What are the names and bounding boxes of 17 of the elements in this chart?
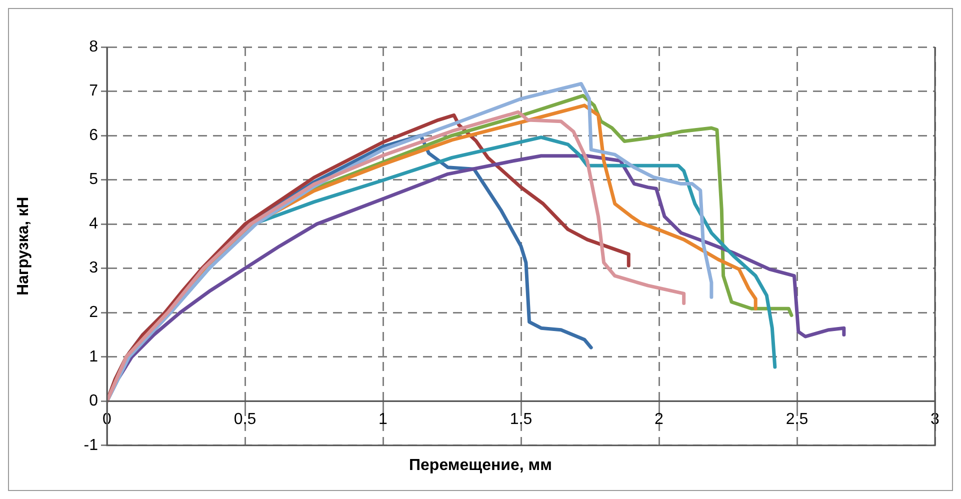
x-tick-label: 1.5 bbox=[510, 411, 532, 428]
y-tick-label: 5 bbox=[89, 171, 98, 188]
y-tick-label: 6 bbox=[89, 126, 98, 144]
y-tick-label: 2 bbox=[89, 304, 98, 322]
x-tick-label: 2.5 bbox=[786, 411, 808, 428]
y-tick-label: 7 bbox=[89, 82, 98, 100]
y-tick-label: 4 bbox=[89, 215, 98, 232]
x-axis-title: Перемещение, мм bbox=[408, 457, 553, 475]
y-tick-label: 1 bbox=[89, 348, 98, 366]
y-tick-label: 8 bbox=[89, 38, 98, 56]
y-tick-label: -1 bbox=[84, 436, 98, 454]
y-tick-label: 0 bbox=[89, 392, 98, 410]
x-tick-label: 2 bbox=[654, 411, 664, 428]
y-axis-title: Нагрузка, кН bbox=[15, 196, 32, 296]
x-tick-label: 0.5 bbox=[234, 411, 256, 428]
x-tick-label: 1 bbox=[378, 411, 388, 428]
y-tick-label: 3 bbox=[89, 260, 98, 277]
